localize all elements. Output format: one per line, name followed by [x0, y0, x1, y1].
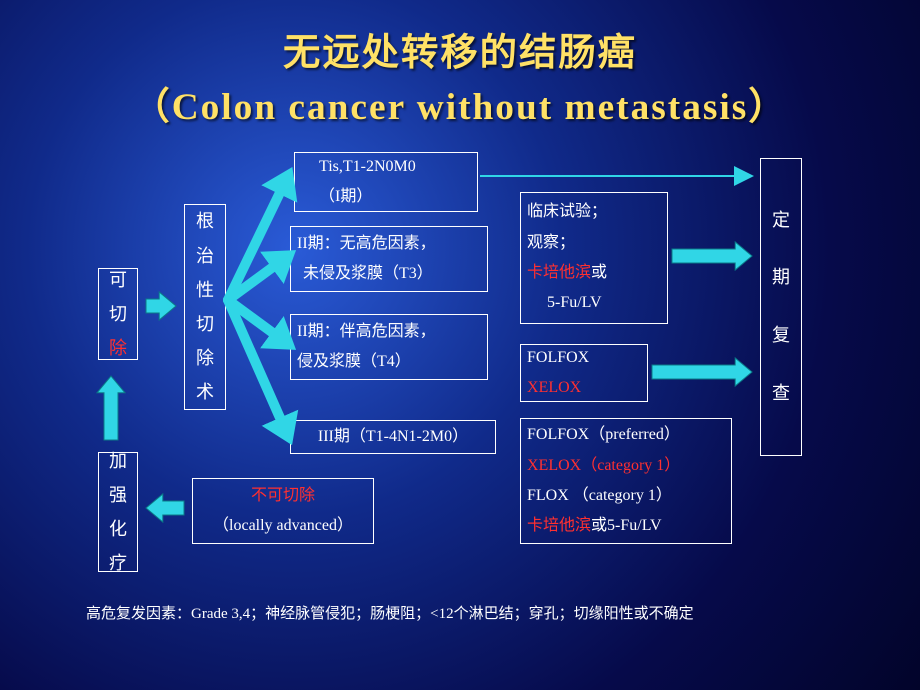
t: 或5-Fu/LV — [591, 517, 662, 534]
t: 或 — [591, 264, 607, 281]
slide-title: 无远处转移的结肠癌 （Colon cancer without metastas… — [0, 0, 920, 130]
t: FLOX （category 1） — [527, 481, 680, 511]
node-resectable: 可 切 除 — [98, 268, 138, 360]
t: 切 — [109, 297, 127, 331]
node-stage-3: III期（T1-4N1-2M0） — [290, 420, 496, 454]
t: III期（T1-4N1-2M0） — [318, 422, 468, 452]
t: 加 — [109, 444, 127, 478]
t: 术 — [196, 375, 214, 409]
t: 除 — [196, 341, 214, 375]
t: XELOX（category 1） — [527, 451, 680, 481]
t: 化 — [109, 512, 127, 546]
node-radical-resection: 根 治 性 切 除 术 — [184, 204, 226, 410]
t: 切 — [196, 307, 214, 341]
node-treat-folfox: FOLFOX XELOX — [520, 344, 648, 402]
t: 定 — [772, 192, 790, 250]
node-unresectable: 不可切除 （locally advanced） — [192, 478, 374, 544]
t: 侵及浆膜（T4） — [297, 347, 436, 377]
t: II期：无高危因素， — [297, 229, 436, 259]
node-treat-observe: 临床试验； 观察； 卡培他滨或 5-Fu/LV — [520, 192, 668, 324]
node-followup: 定 期 复 查 — [760, 158, 802, 456]
t: 强 — [109, 478, 127, 512]
title-cn: 无远处转移的结肠癌 — [0, 22, 920, 76]
node-stage-2-lowrisk: II期：无高危因素， 未侵及浆膜（T3） — [290, 226, 488, 292]
t: （I期） — [301, 182, 416, 212]
node-intensify-chemo: 加 强 化 疗 — [98, 452, 138, 572]
node-stage-2-highrisk: II期：伴高危因素， 侵及浆膜（T4） — [290, 314, 488, 380]
t: 治 — [196, 239, 214, 273]
t: 未侵及浆膜（T3） — [297, 259, 436, 289]
t: II期：伴高危因素， — [297, 317, 436, 347]
node-treat-stage3: FOLFOX（preferred） XELOX（category 1） FLOX… — [520, 418, 732, 544]
t: 5-Fu/LV — [527, 288, 607, 318]
t: 可 — [109, 263, 127, 297]
t: 查 — [772, 365, 790, 423]
t: 性 — [196, 273, 214, 307]
t: Tis,T1-2N0M0 — [301, 152, 416, 182]
t: 临床试验； — [527, 197, 607, 227]
t: FOLFOX（preferred） — [527, 420, 680, 450]
t: 卡培他滨 — [527, 517, 591, 534]
title-en: （Colon cancer without metastasis） — [0, 76, 920, 130]
t: 观察； — [527, 228, 607, 258]
t: （locally advanced） — [199, 511, 367, 541]
node-stage-1: Tis,T1-2N0M0 （I期） — [294, 152, 478, 212]
t: 卡培他滨 — [527, 264, 591, 281]
t: 不可切除 — [199, 481, 367, 511]
t: 复 — [772, 307, 790, 365]
t: 期 — [772, 249, 790, 307]
t: 除 — [109, 331, 127, 365]
t: FOLFOX — [527, 343, 589, 373]
t: 疗 — [109, 546, 127, 580]
footnote-high-risk: 高危复发因素：Grade 3,4；神经脉管侵犯；肠梗阻；<12个淋巴结；穿孔；切… — [86, 602, 694, 623]
t: 根 — [196, 204, 214, 238]
t: XELOX — [527, 373, 589, 403]
